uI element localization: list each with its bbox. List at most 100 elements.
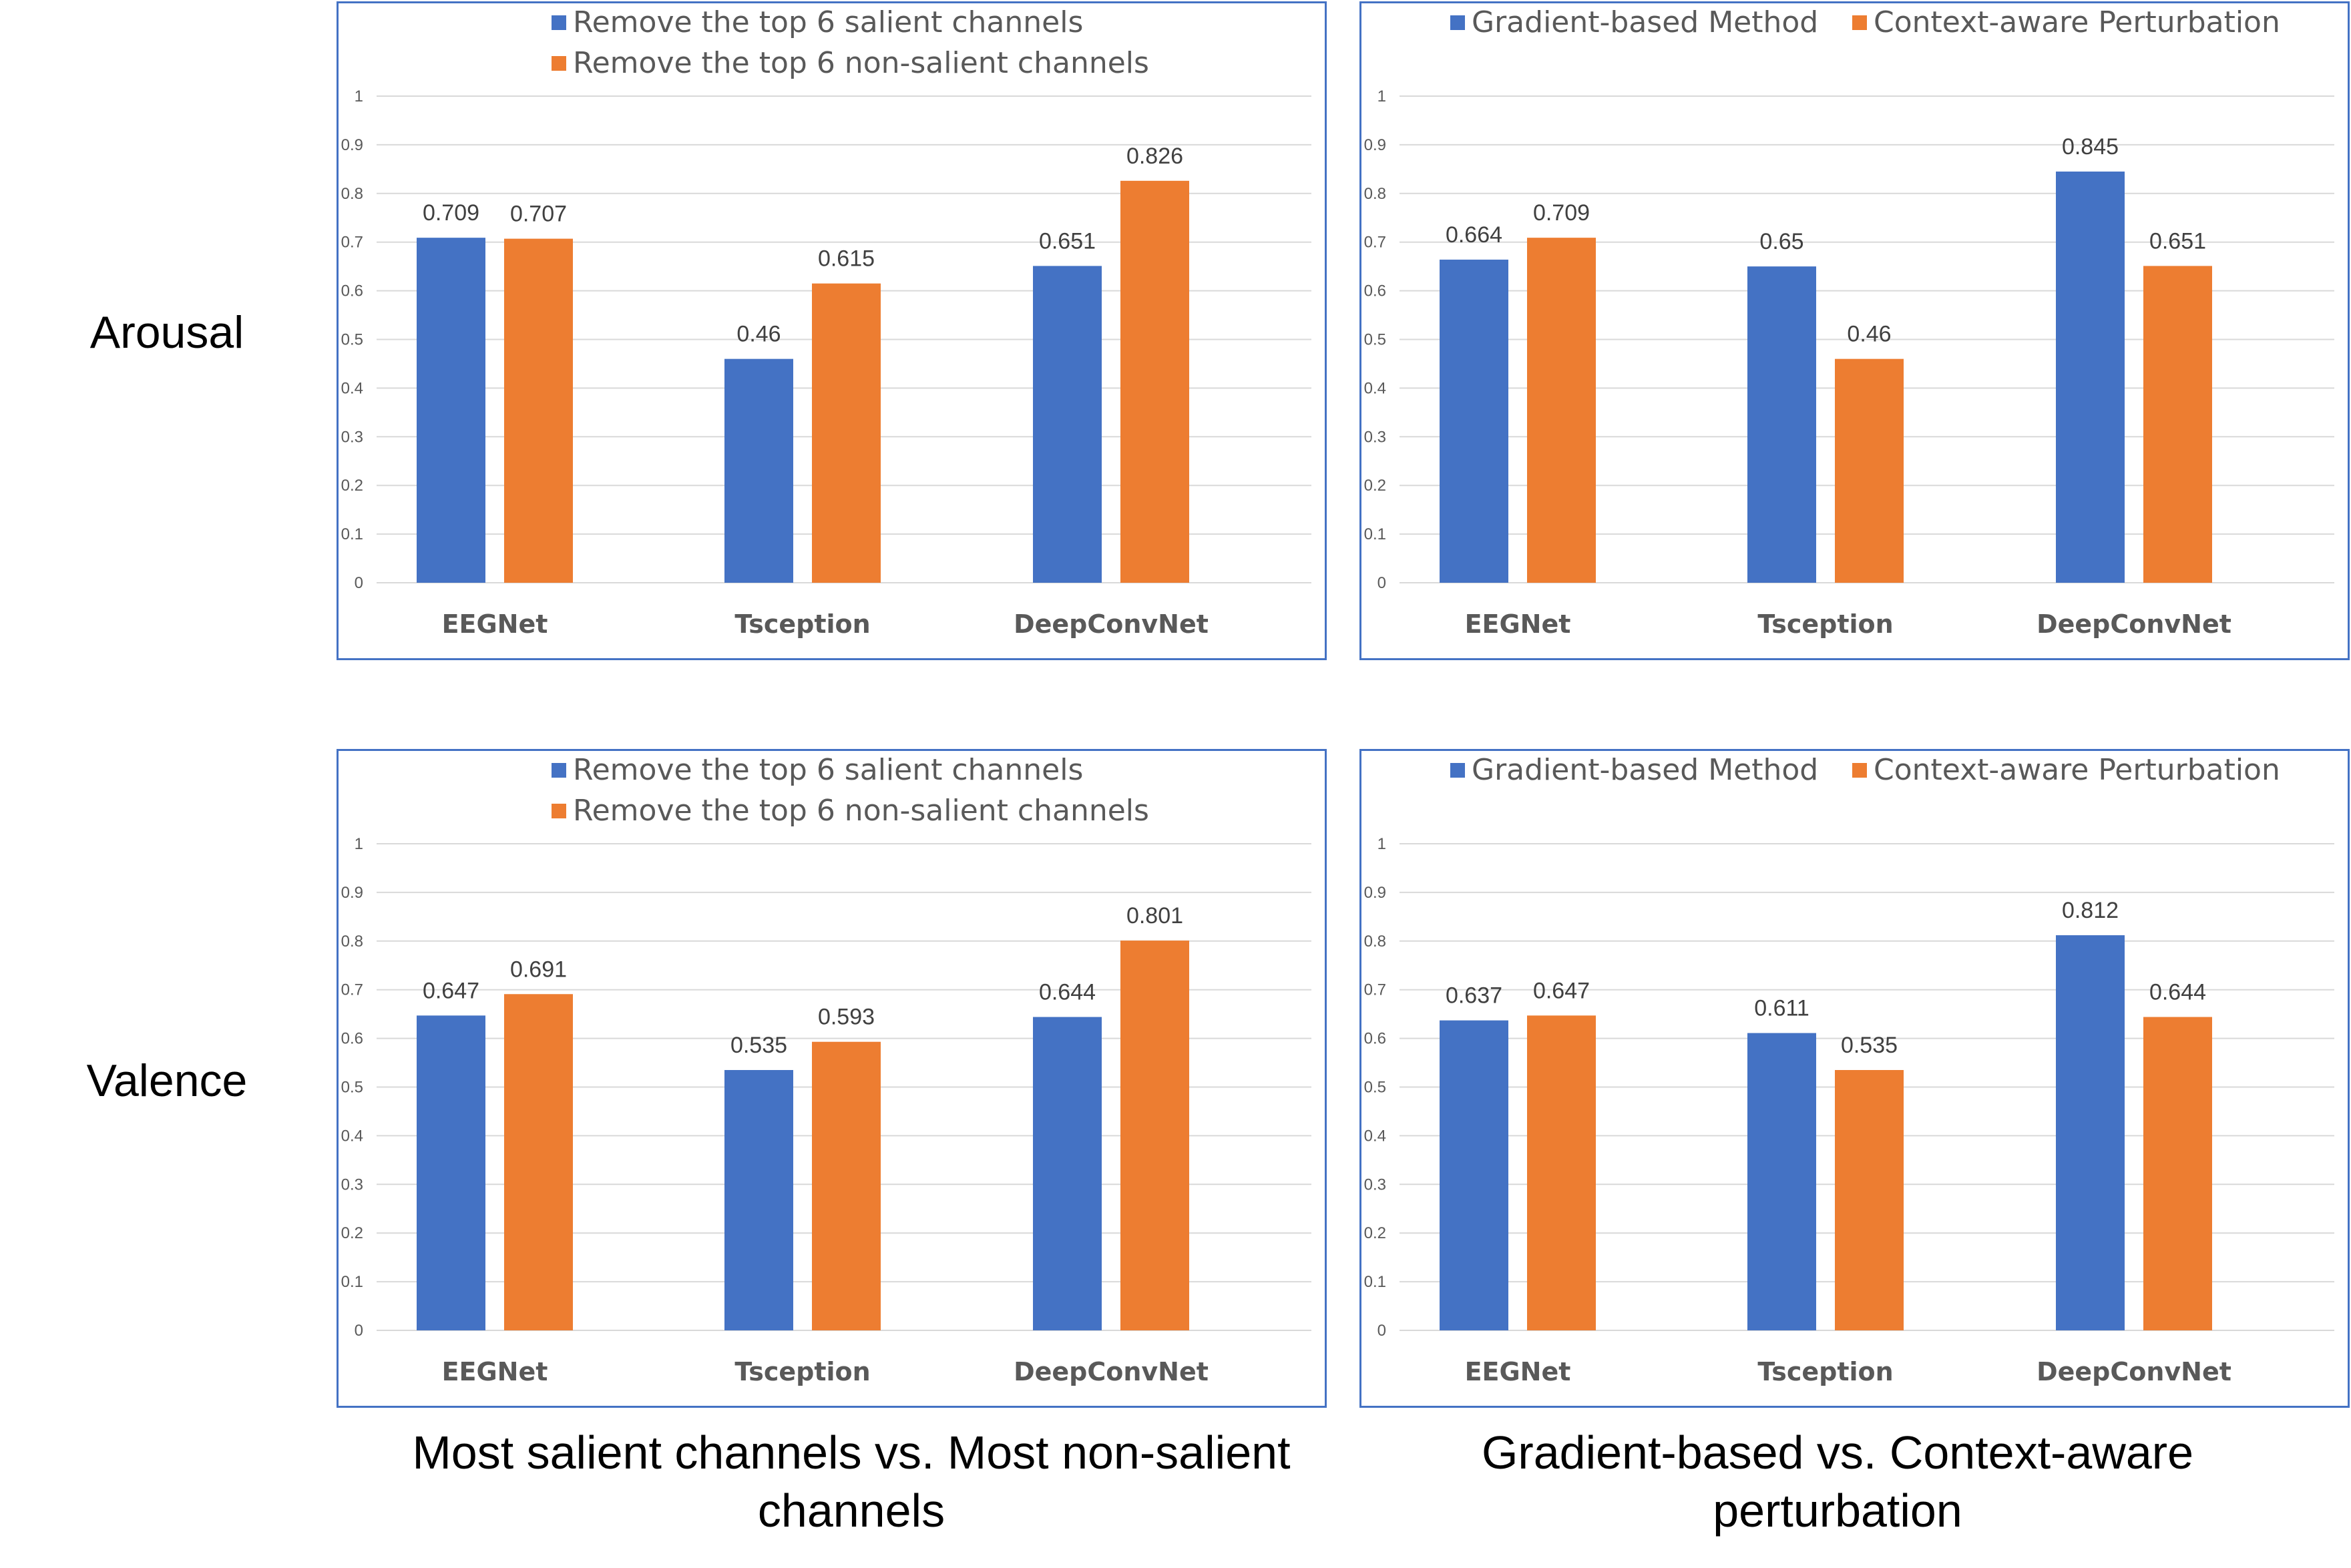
bar-tsception-series-2 [812,1041,881,1330]
legend-swatch-gradient-based-method [1450,763,1465,778]
legend-label-remove-the-top-6-non-salient-channels: Remove the top 6 non-salient channels [573,794,1149,828]
data-label-tsception-series-1: 0.611 [1754,996,1809,1021]
y-tick-label: 0.6 [1364,1030,1386,1048]
y-tick-label: 0.8 [1364,933,1386,951]
y-tick-label: 0.4 [1364,1127,1386,1145]
category-label-tsception: Tsception [734,1357,870,1386]
data-label-deepconvnet-series-2: 0.644 [2149,980,2206,1005]
bar-tsception-series-1 [1747,1033,1816,1330]
bar-eegnet-series-1 [1440,259,1508,583]
legend-swatch-context-aware-perturbation [1852,15,1867,30]
y-tick-label: 1 [355,87,363,105]
y-tick-label: 0.7 [1364,234,1386,252]
category-label-tsception: Tsception [1757,1357,1893,1386]
y-tick-label: 0.5 [1364,1079,1386,1097]
y-tick-label: 0.3 [341,1175,363,1194]
chart-arousal-gradient-vs-context: 0 0.1 0.2 0.3 0.4 0.5 0.6 0.7 0.8 0.9 1 Gradient-ba… [1359,1,2350,660]
y-tick-label: 0.9 [341,136,363,154]
bar-deepconvnet-series-2 [2143,1017,2212,1330]
legend-swatch-gradient-based-method [1450,15,1465,30]
chart-valence-salient-vs-nonsalient: 0 0.1 0.2 0.3 0.4 0.5 0.6 0.7 0.8 0.9 1 Remove the … [337,749,1327,1408]
y-tick-label: 0.1 [1364,525,1386,543]
data-label-deepconvnet-series-1: 0.651 [1039,228,1096,254]
category-label-deepconvnet: DeepConvNet [1014,1357,1209,1386]
y-tick-label: 1 [355,835,363,853]
legend-label-gradient-based-method: Gradient-based Method [1472,5,1818,39]
bar-deepconvnet-series-1 [1033,1017,1102,1330]
legend-label-remove-the-top-6-salient-channels: Remove the top 6 salient channels [573,5,1083,39]
y-tick-label: 0.8 [341,185,363,203]
legend-label-remove-the-top-6-non-salient-channels: Remove the top 6 non-salient channels [573,46,1149,80]
y-tick-label: 0.2 [1364,1224,1386,1242]
y-tick-label: 0.6 [1364,282,1386,300]
category-label-eegnet: EEGNet [442,1357,548,1386]
legend-label-remove-the-top-6-salient-channels: Remove the top 6 salient channels [573,753,1083,787]
category-label-deepconvnet: DeepConvNet [1014,609,1209,639]
bar-eegnet-series-1 [417,1015,485,1330]
y-tick-label: 1 [1377,835,1386,853]
caption-left-line1: Most salient channels vs. Most non-salie… [412,1426,1290,1479]
data-label-tsception-series-2: 0.615 [818,246,875,272]
data-label-deepconvnet-series-2: 0.651 [2149,228,2206,254]
bar-tsception-series-1 [724,1069,793,1330]
y-tick-label: 0.6 [341,1030,363,1048]
category-label-eegnet: EEGNet [1465,609,1571,639]
data-label-tsception-series-2: 0.46 [1847,322,1891,347]
bar-eegnet-series-2 [1527,1015,1596,1330]
bar-tsception-series-2 [812,283,881,583]
data-label-tsception-series-2: 0.535 [1841,1033,1898,1058]
legend-label-gradient-based-method: Gradient-based Method [1472,753,1818,787]
y-tick-label: 0.9 [1364,884,1386,902]
chart-arousal-salient-vs-nonsalient: 0 0.1 0.2 0.3 0.4 0.5 0.6 0.7 0.8 0.9 1 Remove the … [337,1,1327,660]
category-label-tsception: Tsception [1757,609,1893,639]
category-label-eegnet: EEGNet [1465,1357,1571,1386]
data-label-tsception-series-1: 0.65 [1759,229,1803,254]
y-tick-label: 0.8 [1364,185,1386,203]
data-label-eegnet-series-2: 0.647 [1533,978,1590,1003]
data-label-tsception-series-1: 0.535 [730,1033,787,1058]
data-label-deepconvnet-series-2: 0.801 [1126,903,1183,929]
data-label-eegnet-series-2: 0.691 [510,957,567,982]
y-tick-label: 0.5 [341,1079,363,1097]
bar-deepconvnet-series-2 [1120,941,1189,1330]
bar-deepconvnet-series-1 [1033,266,1102,583]
y-tick-label: 0.7 [341,981,363,999]
y-tick-label: 0.2 [1364,477,1386,495]
y-tick-label: 0.1 [341,525,363,543]
y-tick-label: 0.9 [1364,136,1386,154]
bar-eegnet-series-2 [504,238,573,583]
y-tick-label: 0.1 [341,1273,363,1291]
data-label-eegnet-series-2: 0.707 [510,202,567,227]
category-label-deepconvnet: DeepConvNet [2037,609,2231,639]
data-label-eegnet-series-1: 0.637 [1446,983,1502,1009]
bar-tsception-series-1 [1747,266,1816,583]
y-tick-label: 0 [355,574,363,592]
bar-deepconvnet-series-1 [2056,935,2125,1330]
data-label-eegnet-series-2: 0.709 [1533,200,1590,226]
y-tick-label: 0.4 [1364,379,1386,397]
row-label-valence: Valence [87,1055,248,1106]
data-label-tsception-series-1: 0.46 [736,322,781,347]
y-tick-label: 0.3 [1364,428,1386,446]
legend-swatch-remove-the-top-6-salient-channels [552,763,566,778]
y-tick-label: 1 [1377,87,1386,105]
y-tick-label: 0.5 [341,331,363,349]
bar-eegnet-series-1 [1440,1020,1508,1330]
chart-valence-gradient-vs-context: 0 0.1 0.2 0.3 0.4 0.5 0.6 0.7 0.8 0.9 1 Gradient-ba… [1359,749,2350,1408]
y-tick-label: 0.2 [341,1224,363,1242]
legend-label-context-aware-perturbation: Context-aware Perturbation [1874,5,2280,39]
data-label-eegnet-series-1: 0.664 [1446,222,1502,248]
caption-right-line2: perturbation [1713,1485,1962,1537]
legend-swatch-context-aware-perturbation [1852,763,1867,778]
category-label-tsception: Tsception [734,609,870,639]
legend-swatch-remove-the-top-6-non-salient-channels [552,804,566,818]
bar-tsception-series-2 [1835,358,1904,583]
data-label-deepconvnet-series-1: 0.644 [1039,980,1096,1005]
bar-tsception-series-1 [724,358,793,583]
y-tick-label: 0.7 [1364,981,1386,999]
legend-swatch-remove-the-top-6-non-salient-channels [552,56,566,71]
bar-deepconvnet-series-1 [2056,171,2125,583]
data-label-eegnet-series-1: 0.709 [423,200,479,226]
y-tick-label: 0 [355,1322,363,1340]
